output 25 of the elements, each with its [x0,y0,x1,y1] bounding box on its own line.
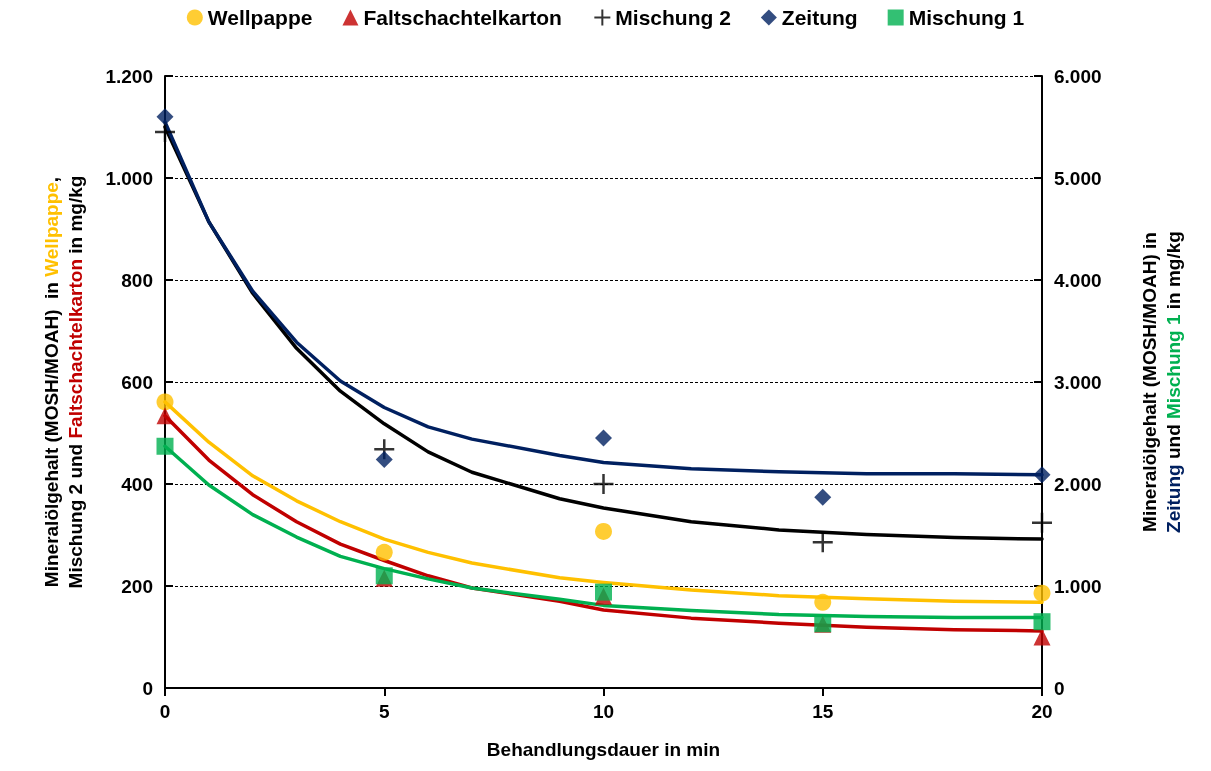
y-tick-label: 1.200 [105,65,153,87]
legend-label: Zeitung [781,6,858,29]
y-tick-label: 0 [142,677,153,699]
x-tick-label: 0 [159,701,171,722]
y-tick-label: 800 [121,269,153,291]
x-tick-label: 15 [812,701,834,722]
y2-tick-label: 6.000 [1054,65,1102,87]
x-tick-label: 10 [592,701,615,722]
y-tick-label: 400 [121,473,153,495]
y-tick-label: 1.000 [105,167,153,189]
y2-tick-label: 3.000 [1054,371,1102,393]
legend-label: Mischung 1 [908,6,1025,29]
x-tick-label: 20 [1031,701,1053,722]
x-axis-title: Behandlungsdauer in min [486,739,721,760]
y2-tick-label: 0 [1054,677,1065,699]
y2-tick-label: 5.000 [1054,167,1102,189]
legend-label: Mischung 2 [615,6,731,29]
y2-tick-label: 1.000 [1054,575,1102,597]
y-tick-label: 600 [121,371,153,393]
legend-label: Wellpappe [207,6,313,29]
legend-label: Faltschachtelkarton [363,6,562,29]
y-tick-label: 200 [121,575,153,597]
y2-tick-label: 4.000 [1054,269,1102,291]
y2-tick-label: 2.000 [1054,473,1102,495]
x-tick-label: 5 [378,701,390,722]
